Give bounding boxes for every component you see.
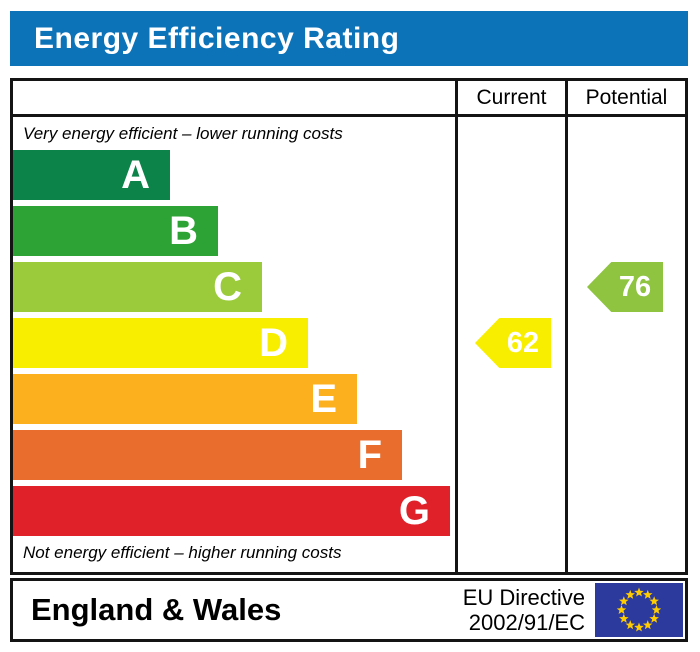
region-label: England & Wales bbox=[31, 592, 282, 627]
current-rating-value: 62 bbox=[506, 326, 540, 359]
band-E: E bbox=[13, 374, 357, 424]
band-D: D bbox=[13, 318, 308, 368]
rating-table: Current Potential Very energy efficient … bbox=[10, 78, 688, 575]
eu-directive-label: EU Directive 2002/91/EC bbox=[463, 585, 585, 635]
current-rating-cell: 62 bbox=[455, 117, 565, 572]
table-header-row: Current Potential bbox=[13, 81, 685, 117]
band-C: C bbox=[13, 262, 262, 312]
potential-column-header: Potential bbox=[565, 81, 685, 114]
footer-bar: England & Wales EU Directive 2002/91/EC bbox=[10, 578, 688, 642]
table-body-row: Very energy efficient – lower running co… bbox=[13, 117, 685, 572]
top-caption: Very energy efficient – lower running co… bbox=[23, 123, 343, 143]
bands-header-cell bbox=[13, 81, 455, 114]
band-F: F bbox=[13, 430, 402, 480]
potential-rating-value: 76 bbox=[618, 270, 652, 303]
band-G: G bbox=[13, 486, 450, 536]
potential-rating-arrow: 76 bbox=[587, 262, 663, 312]
eu-flag-icon bbox=[595, 583, 683, 637]
potential-rating-cell: 76 bbox=[565, 117, 685, 572]
eu-directive-line2: 2002/91/EC bbox=[468, 610, 585, 635]
page-title: Energy Efficiency Rating bbox=[10, 11, 688, 66]
current-column-header: Current bbox=[455, 81, 565, 114]
bands-column: Very energy efficient – lower running co… bbox=[13, 117, 455, 572]
band-B: B bbox=[13, 206, 218, 256]
current-rating-arrow: 62 bbox=[475, 318, 551, 368]
bottom-caption: Not energy efficient – higher running co… bbox=[23, 542, 342, 562]
eu-directive-line1: EU Directive bbox=[462, 585, 585, 610]
band-A: A bbox=[13, 150, 170, 200]
